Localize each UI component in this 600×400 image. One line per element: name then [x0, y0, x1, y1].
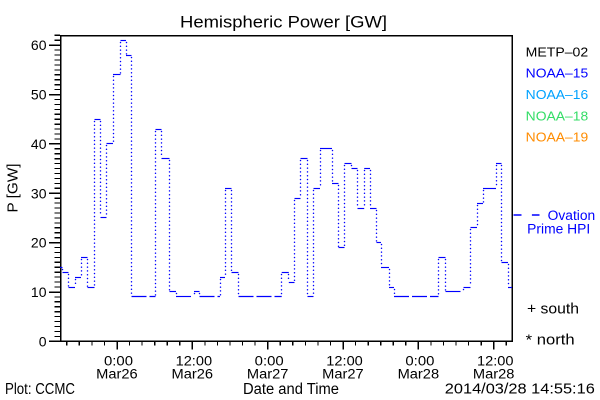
svg-text:Prime HPI: Prime HPI — [527, 222, 590, 237]
svg-text:12:00: 12:00 — [326, 354, 363, 369]
svg-text:METP–02: METP–02 — [526, 44, 589, 59]
svg-text:P [GW]: P [GW] — [4, 164, 21, 213]
svg-text:Ovation: Ovation — [548, 208, 596, 223]
svg-text:* north: * north — [526, 333, 575, 349]
svg-text:0:00: 0:00 — [255, 354, 284, 369]
svg-text:NOAA–15: NOAA–15 — [526, 66, 589, 81]
svg-text:0:00: 0:00 — [104, 354, 133, 369]
svg-text:Mar26: Mar26 — [172, 366, 214, 381]
svg-text:Mar27: Mar27 — [322, 366, 364, 381]
svg-text:Mar28: Mar28 — [473, 366, 515, 381]
svg-text:NOAA–16: NOAA–16 — [526, 87, 589, 102]
svg-text:20: 20 — [31, 235, 47, 251]
svg-text:Mar28: Mar28 — [398, 366, 440, 381]
svg-text:30: 30 — [31, 185, 47, 201]
svg-text:12:00: 12:00 — [477, 354, 514, 369]
svg-text:2014/03/28 14:55:16: 2014/03/28 14:55:16 — [445, 381, 595, 398]
svg-text:+ south: + south — [527, 302, 579, 318]
svg-text:0: 0 — [39, 333, 47, 349]
svg-text:40: 40 — [31, 136, 47, 152]
svg-text:Mar26: Mar26 — [96, 366, 138, 381]
svg-text:0:00: 0:00 — [405, 354, 434, 369]
svg-text:12:00: 12:00 — [176, 354, 213, 369]
svg-text:Plot: CCMC: Plot: CCMC — [5, 381, 75, 398]
svg-text:NOAA–18: NOAA–18 — [526, 108, 589, 123]
svg-text:60: 60 — [31, 37, 47, 53]
svg-text:50: 50 — [31, 87, 47, 103]
svg-text:Mar27: Mar27 — [247, 366, 289, 381]
svg-text:10: 10 — [31, 284, 47, 300]
svg-text:Hemispheric Power [GW]: Hemispheric Power [GW] — [180, 13, 387, 31]
svg-text:Date and Time: Date and Time — [243, 381, 339, 398]
svg-text:NOAA–19: NOAA–19 — [526, 130, 589, 145]
